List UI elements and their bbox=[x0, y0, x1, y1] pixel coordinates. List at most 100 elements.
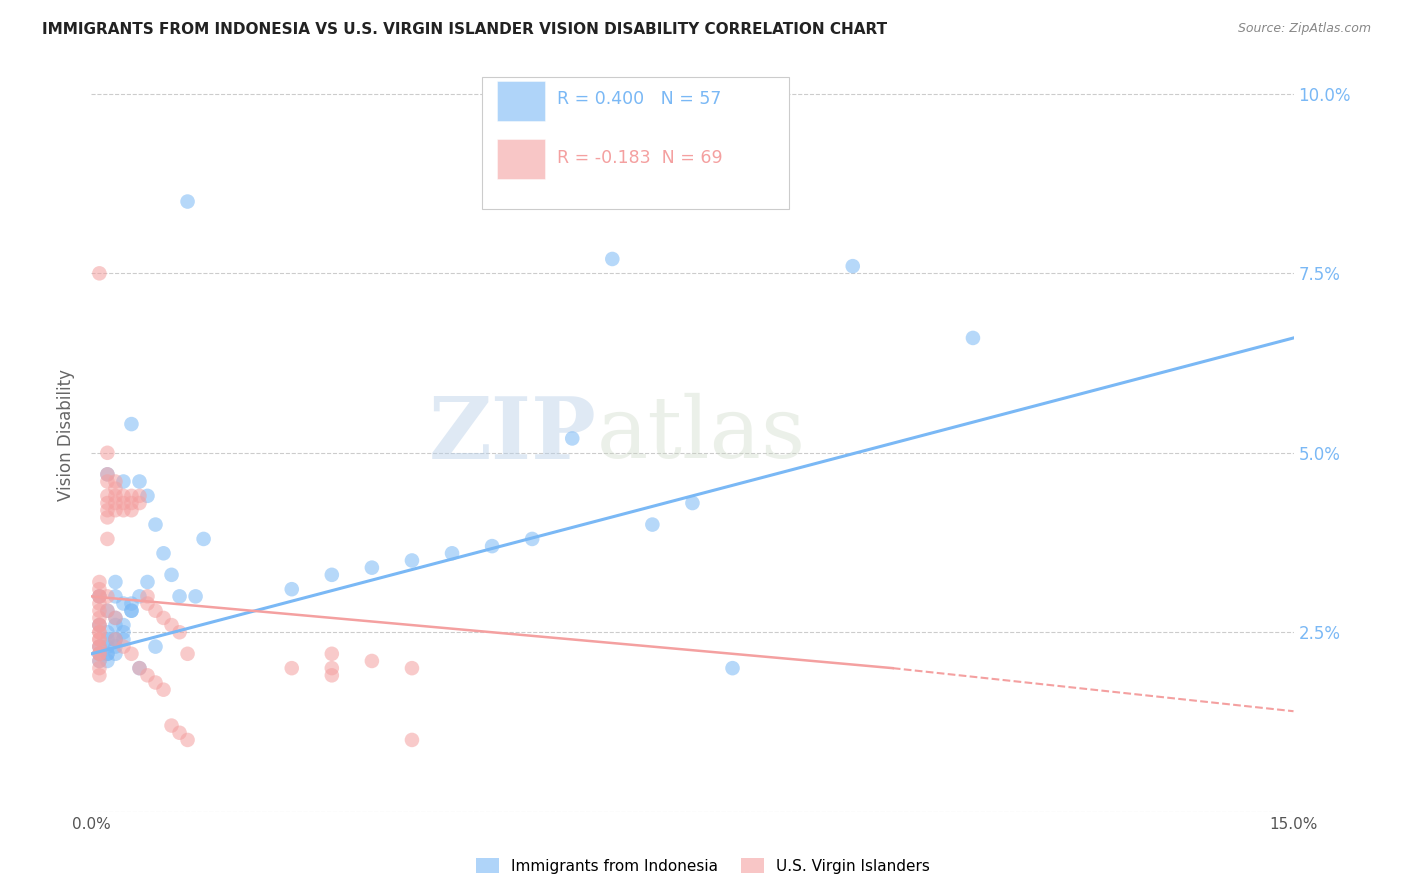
Point bbox=[112, 496, 135, 510]
Point bbox=[112, 632, 135, 647]
Point bbox=[89, 618, 111, 632]
Point bbox=[152, 546, 174, 560]
Point bbox=[121, 647, 143, 661]
Point bbox=[89, 590, 111, 604]
Point bbox=[176, 733, 198, 747]
Point bbox=[360, 560, 382, 574]
Point bbox=[104, 611, 127, 625]
Point bbox=[96, 496, 118, 510]
Point bbox=[681, 496, 703, 510]
Point bbox=[145, 604, 167, 618]
Point bbox=[169, 590, 191, 604]
Point bbox=[96, 503, 118, 517]
Point bbox=[321, 567, 343, 582]
Point bbox=[89, 574, 111, 589]
Point bbox=[112, 618, 135, 632]
Point bbox=[440, 546, 463, 560]
Point bbox=[145, 675, 167, 690]
Point bbox=[112, 625, 135, 640]
Point bbox=[145, 640, 167, 654]
Point bbox=[96, 510, 118, 524]
Point bbox=[96, 467, 118, 482]
Point bbox=[104, 632, 127, 647]
Point bbox=[89, 618, 111, 632]
Point bbox=[104, 618, 127, 632]
Point bbox=[96, 604, 118, 618]
Point bbox=[121, 597, 143, 611]
Point bbox=[96, 632, 118, 647]
Point bbox=[112, 489, 135, 503]
Point bbox=[160, 567, 183, 582]
Point bbox=[136, 489, 159, 503]
Point bbox=[104, 647, 127, 661]
Point bbox=[169, 625, 191, 640]
Point bbox=[104, 475, 127, 489]
Point bbox=[136, 574, 159, 589]
Point bbox=[96, 625, 118, 640]
Point bbox=[136, 668, 159, 682]
Text: IMMIGRANTS FROM INDONESIA VS U.S. VIRGIN ISLANDER VISION DISABILITY CORRELATION : IMMIGRANTS FROM INDONESIA VS U.S. VIRGIN… bbox=[42, 22, 887, 37]
Point bbox=[96, 467, 118, 482]
Point bbox=[721, 661, 744, 675]
Text: R = -0.183  N = 69: R = -0.183 N = 69 bbox=[557, 149, 723, 167]
Point bbox=[89, 654, 111, 668]
Point bbox=[104, 503, 127, 517]
Point bbox=[281, 582, 304, 597]
FancyBboxPatch shape bbox=[496, 81, 544, 120]
Point bbox=[321, 668, 343, 682]
Text: ZIP: ZIP bbox=[429, 392, 596, 477]
Point bbox=[128, 496, 150, 510]
Point bbox=[96, 446, 118, 460]
Point bbox=[481, 539, 503, 553]
Point bbox=[401, 661, 423, 675]
Point bbox=[145, 517, 167, 532]
Point bbox=[89, 618, 111, 632]
Point bbox=[89, 647, 111, 661]
Point bbox=[160, 718, 183, 732]
Point bbox=[136, 597, 159, 611]
Point bbox=[89, 590, 111, 604]
Point bbox=[89, 640, 111, 654]
Point bbox=[169, 725, 191, 739]
Point bbox=[641, 517, 664, 532]
Point bbox=[104, 496, 127, 510]
Point bbox=[841, 259, 863, 273]
Point bbox=[128, 475, 150, 489]
Point bbox=[160, 618, 183, 632]
Point bbox=[89, 590, 111, 604]
Point bbox=[321, 661, 343, 675]
Point bbox=[96, 654, 118, 668]
Point bbox=[89, 640, 111, 654]
Point bbox=[89, 647, 111, 661]
Point bbox=[112, 640, 135, 654]
Point bbox=[360, 654, 382, 668]
Point bbox=[89, 582, 111, 597]
Point bbox=[96, 640, 118, 654]
Point bbox=[104, 482, 127, 496]
Point bbox=[104, 611, 127, 625]
Point bbox=[176, 194, 198, 209]
Text: Source: ZipAtlas.com: Source: ZipAtlas.com bbox=[1237, 22, 1371, 36]
Point bbox=[281, 661, 304, 675]
Point bbox=[121, 417, 143, 431]
Point bbox=[401, 553, 423, 567]
Point bbox=[121, 489, 143, 503]
Point bbox=[89, 654, 111, 668]
Point bbox=[96, 489, 118, 503]
Point bbox=[602, 252, 624, 266]
Point bbox=[121, 503, 143, 517]
Point bbox=[89, 611, 111, 625]
Point bbox=[184, 590, 207, 604]
Point bbox=[321, 647, 343, 661]
Text: R = 0.400   N = 57: R = 0.400 N = 57 bbox=[557, 90, 721, 109]
Point bbox=[121, 604, 143, 618]
Text: atlas: atlas bbox=[596, 393, 806, 476]
Point bbox=[89, 604, 111, 618]
Point bbox=[104, 632, 127, 647]
Point bbox=[152, 682, 174, 697]
Point bbox=[104, 632, 127, 647]
Point bbox=[89, 266, 111, 280]
Point bbox=[121, 496, 143, 510]
Point bbox=[193, 532, 215, 546]
Point bbox=[104, 640, 127, 654]
